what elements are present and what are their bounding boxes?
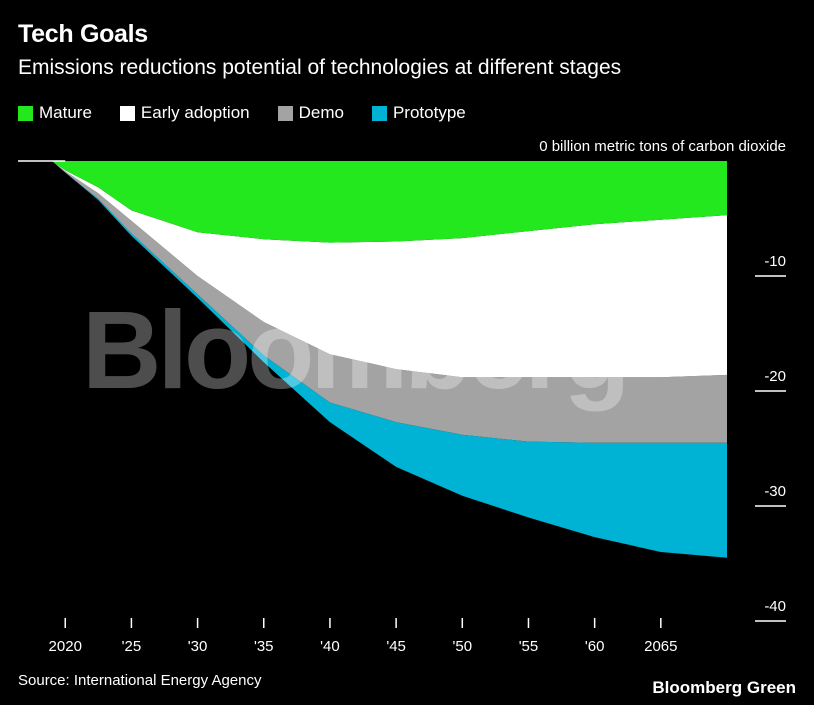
y-tick-label: -30	[764, 483, 786, 500]
watermark-text: Bloomberg	[82, 289, 627, 412]
x-tick-label: '45	[386, 638, 406, 655]
x-tick-label: '30	[188, 638, 208, 655]
x-tick-label: '25	[122, 638, 142, 655]
x-tick-label: '60	[585, 638, 605, 655]
legend-item-early-adoption: Early adoption	[119, 103, 250, 123]
x-tick-label: '50	[453, 638, 473, 655]
legend: Mature Early adoption Demo Prototype	[18, 103, 494, 123]
area-early-adoption	[18, 161, 727, 378]
y-tick-label: 0 billion metric tons of carbon dioxide	[539, 138, 786, 155]
legend-swatch-mature	[18, 105, 33, 121]
y-tick-label: -10	[764, 253, 786, 270]
legend-item-demo: Demo	[277, 103, 344, 123]
legend-swatch-demo	[277, 105, 293, 121]
x-tick-label: '40	[320, 638, 340, 655]
legend-swatch-early-adoption	[119, 105, 135, 121]
area-prototype	[18, 161, 727, 558]
x-tick-label: 2065	[644, 638, 677, 655]
legend-label-prototype: Prototype	[392, 103, 466, 122]
legend-swatch-prototype	[371, 105, 387, 121]
legend-label-mature: Mature	[39, 103, 92, 122]
y-tick-label: -20	[764, 368, 786, 385]
x-tick-label: 2020	[49, 638, 82, 655]
y-tick-label: -40	[764, 598, 786, 615]
legend-label-early-adoption: Early adoption	[140, 103, 250, 122]
x-tick-label: '55	[519, 638, 539, 655]
x-tick-label: '35	[254, 638, 274, 655]
source-note: Source: International Energy Agency	[18, 672, 262, 689]
area-demo	[18, 161, 727, 443]
legend-item-prototype: Prototype	[371, 103, 466, 123]
chart-subtitle: Emissions reductions potential of techno…	[18, 56, 622, 79]
brand-logo: Bloomberg Green	[652, 678, 796, 697]
legend-label-demo: Demo	[298, 103, 344, 122]
chart-title: Tech Goals	[18, 20, 148, 48]
area-mature	[18, 161, 727, 243]
legend-item-mature: Mature	[18, 103, 92, 123]
